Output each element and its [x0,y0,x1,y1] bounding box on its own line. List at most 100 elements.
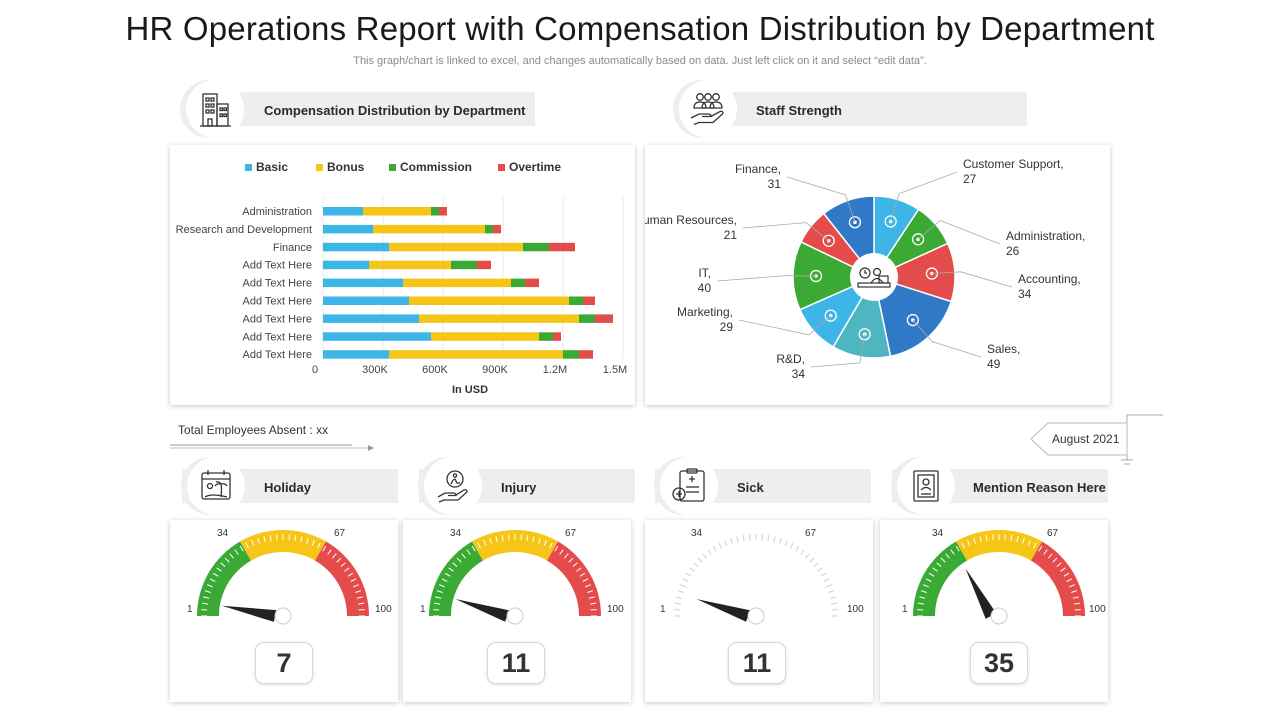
gauge-tick [680,584,686,588]
employee-desk-icon [857,267,891,288]
gauge-icon-circle-1 [187,457,245,515]
gauge-tick [813,562,819,568]
gauge-icon-circle-2 [424,457,482,515]
gauge-tick [317,542,321,549]
gauge-tick [327,549,332,555]
gauge-tick-min: 1 [660,604,666,615]
gauge-tick [538,537,541,544]
gauge-tick [229,553,235,559]
gauge-tick [483,540,487,546]
gauge-tick [357,602,365,605]
gauge-tick [1056,562,1062,568]
gauge-tick [830,602,838,605]
gauge-tick-min: 1 [187,604,193,615]
gauge-tick [452,562,458,568]
gauge-tick [979,536,982,543]
gauge-tick [294,534,297,542]
office-building-icon [200,93,231,127]
bar-segment-bonus [431,332,539,341]
gauge-tick [702,553,708,559]
gauge-band-low [913,541,967,616]
gauge-tick [347,572,354,577]
gauge-tick [501,534,504,542]
gauge-tick [554,545,559,552]
bar-segment-commission [569,296,583,305]
gauge-tick [471,545,476,552]
hand-injury-icon [437,470,468,503]
page-subtitle: This graph/chart is linked to excel, and… [353,55,927,67]
gauge-tick [587,590,594,593]
gauge-tick [1010,534,1013,542]
y-category-label: Add Text Here [242,278,312,290]
gauge-tick-max: 100 [1089,604,1106,615]
gauge-tick-max: 100 [847,604,864,615]
gauge-tick [967,540,971,546]
staff-strength-pie-chart: Customer Support, 27 Administration, 26 Acco… [634,157,1085,381]
leader-line [917,220,1001,245]
leader-line [931,271,1013,288]
gauge-tick [1033,542,1037,549]
gauge-tick [928,572,935,577]
y-category-label: Add Text Here [242,331,312,343]
gauge-tick [306,537,309,544]
compensation-chart-card: Basic Bonus Commission Overtime 0 300K 600K 900… [170,145,635,405]
slice-marker-dot [853,220,857,225]
y-category-label: Add Text Here [242,260,312,272]
gauge-tick [932,567,938,572]
gauge-tick [588,596,595,599]
staff-section-label: Staff Strength [756,103,842,118]
gauge-tick [795,545,800,552]
gauge-tick [322,545,327,552]
gauge-band-low [197,541,251,616]
slice-marker-dot [862,332,867,337]
gauge-tick [220,562,226,568]
x-tick-label: 0 [312,364,318,376]
legend-swatch-basic [245,164,252,171]
bar-segment-commission [431,207,439,216]
staff-header-bar [690,92,1027,126]
gauge-tick [1072,596,1079,599]
gauge-tick [436,590,443,593]
bar-segment-commission [451,260,477,270]
gauge-tick-max: 100 [607,604,624,615]
slice-marker [848,216,862,229]
gauge-tick [925,578,932,582]
gauge-tick [589,602,597,605]
people-hand-icon [690,93,724,126]
bar-segment-overtime [493,224,501,234]
bar-segment-bonus [403,278,511,288]
gauge-tick [682,578,689,582]
bar-segment-bonus [369,260,451,270]
gauge-tick [718,542,722,549]
bar-segment-overtime [583,296,595,305]
gauge-tick [350,578,357,582]
gauge-tick [441,578,448,582]
gauge-band-empty [670,530,842,616]
gauge-tick [456,557,462,563]
gauge-tick [917,602,925,605]
leader-line [890,171,958,222]
gauge-tick [435,596,442,599]
gauge-hub [274,607,292,625]
gauge-tick [1022,537,1025,544]
gauge-tick [936,562,942,568]
slice-marker [884,215,897,228]
bar-segment-overtime [595,314,613,323]
gauge-hub [506,607,524,625]
gauge-card-4: 34 67 1 100 35 [880,520,1108,702]
gauge-tick [251,540,255,546]
gauge-tick-low: 34 [932,528,944,539]
gauge-tick [677,590,684,593]
gauge-tick [355,590,362,593]
holiday-gauge [197,530,369,625]
bar-segment-overtime [553,332,561,341]
beach-calendar-icon [201,470,231,500]
date-tag-label: August 2021 [1052,432,1120,446]
bar-segment-bonus [363,207,431,216]
gauge-tick-low: 34 [450,528,462,539]
leader-line [742,222,829,242]
page-title: HR Operations Report with Compensation D… [125,10,1155,47]
bar-segment-commission [539,332,553,341]
gauge-tick [263,536,266,543]
slice-marker [906,313,920,327]
